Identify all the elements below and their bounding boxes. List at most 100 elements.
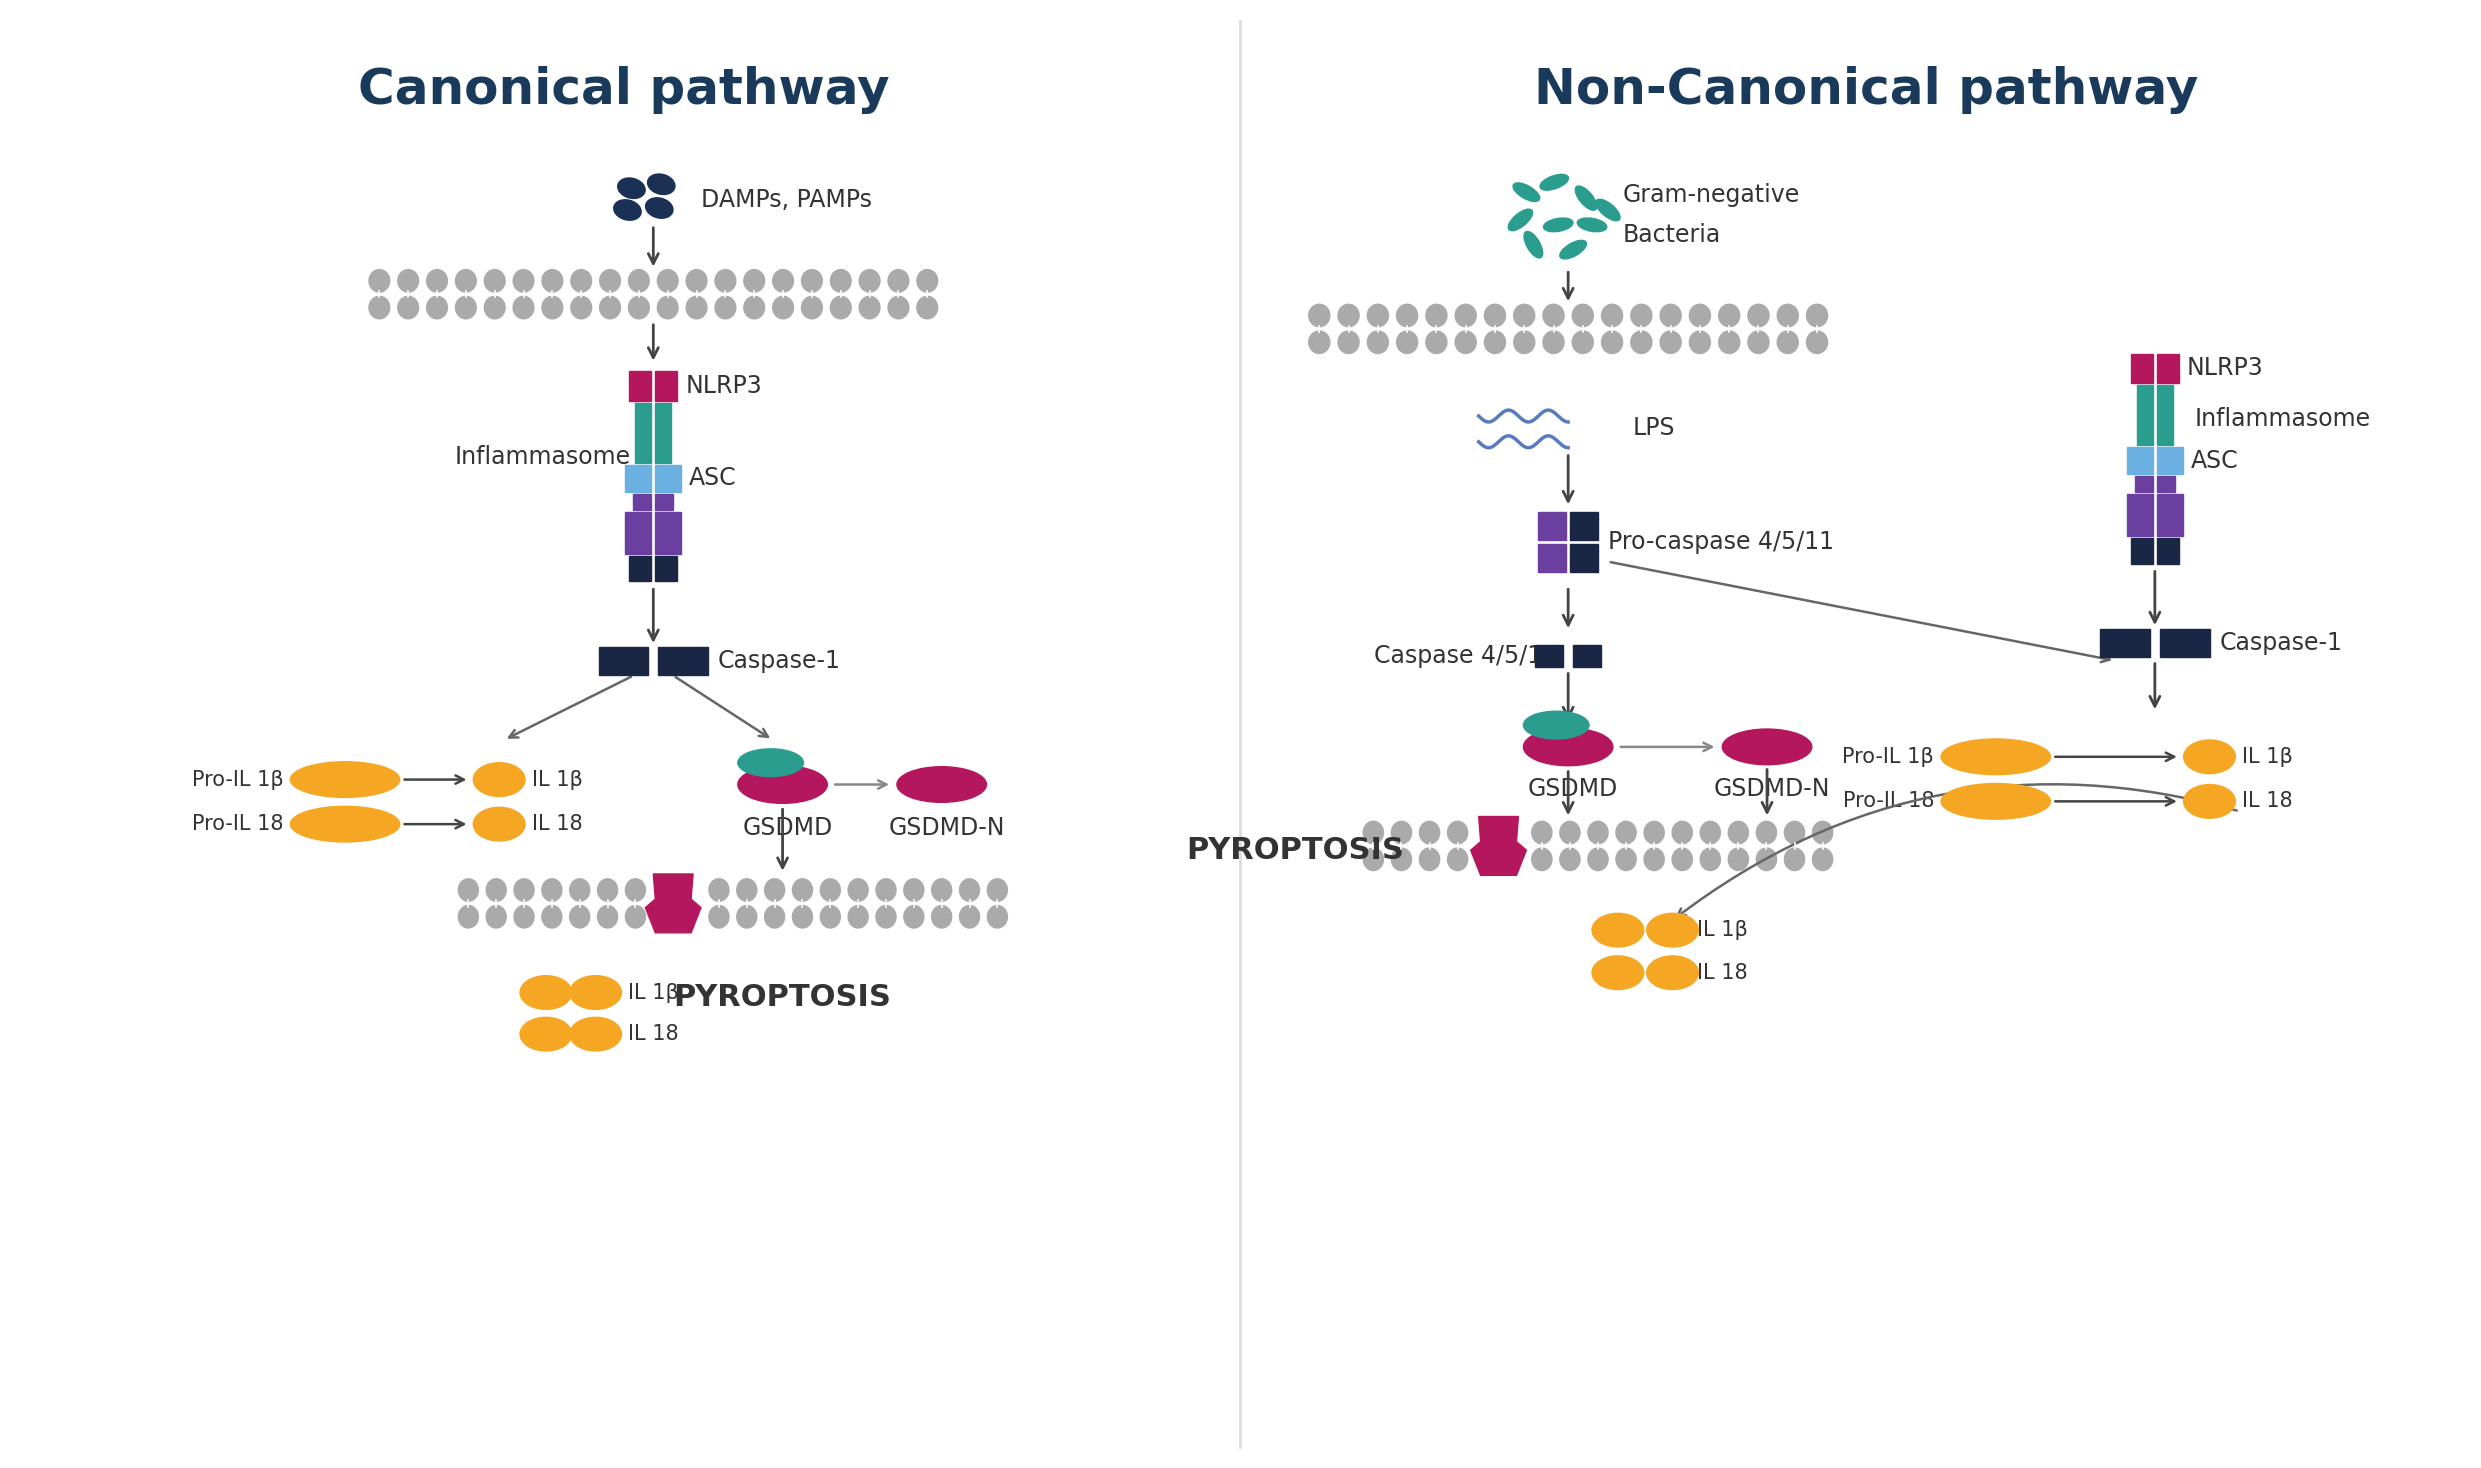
Ellipse shape xyxy=(1575,186,1598,210)
Bar xyxy=(2156,385,2173,445)
Ellipse shape xyxy=(1699,821,1719,844)
Ellipse shape xyxy=(1541,175,1568,191)
Text: GSDMD-N: GSDMD-N xyxy=(1714,777,1831,800)
Ellipse shape xyxy=(1397,330,1417,354)
Ellipse shape xyxy=(1615,821,1635,844)
Ellipse shape xyxy=(858,270,881,292)
Ellipse shape xyxy=(903,879,923,901)
Ellipse shape xyxy=(687,297,707,319)
Ellipse shape xyxy=(1484,330,1506,354)
Ellipse shape xyxy=(1784,821,1804,844)
Ellipse shape xyxy=(613,200,640,220)
Text: NLRP3: NLRP3 xyxy=(685,374,762,398)
Ellipse shape xyxy=(1419,821,1439,844)
Ellipse shape xyxy=(1719,330,1739,354)
Bar xyxy=(1538,512,1566,540)
Bar xyxy=(1536,644,1563,666)
Ellipse shape xyxy=(457,297,476,319)
Ellipse shape xyxy=(427,270,447,292)
Ellipse shape xyxy=(1531,849,1553,871)
Ellipse shape xyxy=(772,297,794,319)
Ellipse shape xyxy=(541,270,563,292)
Ellipse shape xyxy=(657,297,677,319)
Bar xyxy=(1573,644,1600,666)
Text: IL 18: IL 18 xyxy=(1697,963,1749,982)
Ellipse shape xyxy=(600,297,620,319)
Bar xyxy=(655,512,682,553)
Ellipse shape xyxy=(1645,821,1665,844)
Ellipse shape xyxy=(1543,219,1573,232)
Ellipse shape xyxy=(571,976,620,1010)
Ellipse shape xyxy=(876,879,896,901)
Ellipse shape xyxy=(1593,913,1645,947)
Ellipse shape xyxy=(903,906,923,928)
Ellipse shape xyxy=(876,906,896,928)
Ellipse shape xyxy=(1419,849,1439,871)
Ellipse shape xyxy=(628,297,650,319)
Bar xyxy=(2126,446,2154,474)
Ellipse shape xyxy=(1446,849,1469,871)
Text: PYROPTOSIS: PYROPTOSIS xyxy=(1186,837,1404,865)
Ellipse shape xyxy=(1578,219,1608,232)
Ellipse shape xyxy=(1660,304,1682,327)
Ellipse shape xyxy=(831,297,851,319)
Ellipse shape xyxy=(645,198,672,219)
Ellipse shape xyxy=(521,1017,571,1051)
Ellipse shape xyxy=(1310,330,1330,354)
Bar xyxy=(2131,354,2154,383)
Ellipse shape xyxy=(1749,304,1769,327)
Ellipse shape xyxy=(1392,849,1412,871)
Bar xyxy=(625,464,653,492)
Bar xyxy=(2156,495,2183,536)
Ellipse shape xyxy=(1595,200,1620,220)
Ellipse shape xyxy=(1561,849,1580,871)
Ellipse shape xyxy=(474,763,526,797)
Ellipse shape xyxy=(1690,304,1709,327)
Ellipse shape xyxy=(1484,304,1506,327)
Ellipse shape xyxy=(1603,304,1623,327)
Text: Caspase-1: Caspase-1 xyxy=(717,649,841,672)
Ellipse shape xyxy=(1337,304,1360,327)
Bar xyxy=(655,464,682,492)
Ellipse shape xyxy=(541,297,563,319)
Ellipse shape xyxy=(1630,304,1652,327)
Ellipse shape xyxy=(737,766,826,803)
Ellipse shape xyxy=(715,270,737,292)
Ellipse shape xyxy=(600,270,620,292)
Text: Caspase-1: Caspase-1 xyxy=(2220,631,2342,655)
Text: Pro-IL 18: Pro-IL 18 xyxy=(1843,791,1935,812)
Ellipse shape xyxy=(858,297,881,319)
Ellipse shape xyxy=(987,879,1007,901)
Ellipse shape xyxy=(1647,913,1699,947)
Bar xyxy=(2156,477,2176,492)
Bar xyxy=(635,404,653,462)
Bar xyxy=(655,495,672,511)
Text: Pro-IL 18: Pro-IL 18 xyxy=(191,815,283,834)
Text: IL 1β: IL 1β xyxy=(1697,920,1749,940)
Ellipse shape xyxy=(370,270,390,292)
Ellipse shape xyxy=(1588,849,1608,871)
Ellipse shape xyxy=(1660,330,1682,354)
Bar xyxy=(2156,354,2178,383)
Text: Pro-caspase 4/5/11: Pro-caspase 4/5/11 xyxy=(1608,530,1833,553)
Ellipse shape xyxy=(888,297,908,319)
Ellipse shape xyxy=(987,906,1007,928)
Ellipse shape xyxy=(737,906,757,928)
Text: ASC: ASC xyxy=(690,467,737,490)
Polygon shape xyxy=(1471,816,1526,875)
Bar xyxy=(2131,537,2154,564)
Ellipse shape xyxy=(710,906,729,928)
Bar xyxy=(655,371,677,401)
Text: Inflammasome: Inflammasome xyxy=(2196,407,2372,432)
Ellipse shape xyxy=(1446,821,1469,844)
Text: IL 18: IL 18 xyxy=(2243,791,2292,812)
Ellipse shape xyxy=(791,879,811,901)
Ellipse shape xyxy=(571,297,590,319)
Ellipse shape xyxy=(1784,849,1804,871)
Ellipse shape xyxy=(933,879,953,901)
Ellipse shape xyxy=(628,270,650,292)
Bar xyxy=(655,556,677,581)
Ellipse shape xyxy=(1561,241,1585,258)
Ellipse shape xyxy=(1362,821,1384,844)
Text: IL 18: IL 18 xyxy=(628,1025,680,1044)
